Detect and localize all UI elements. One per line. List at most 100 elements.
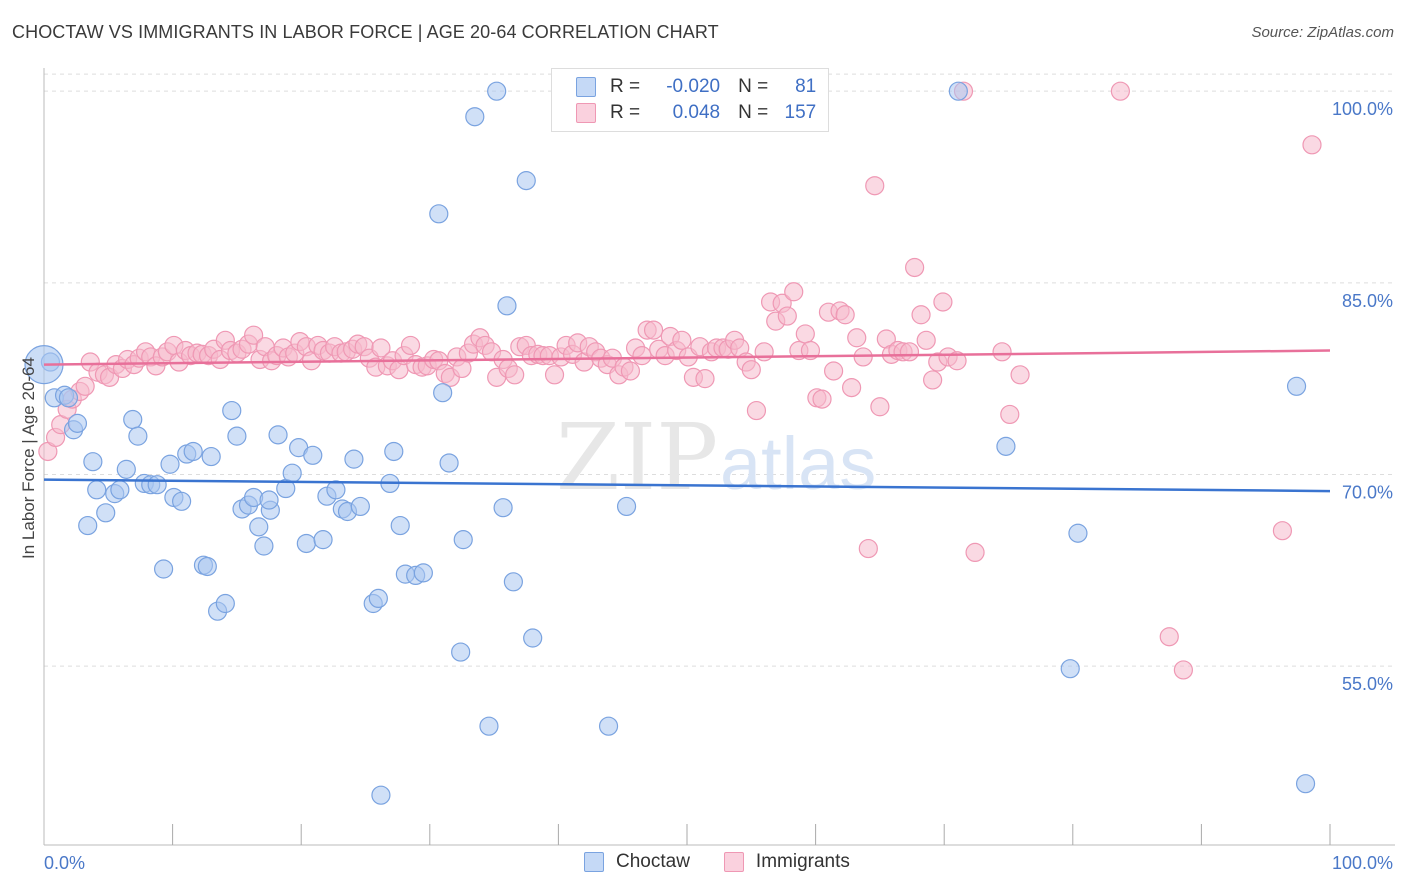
choctaw-point [110, 480, 130, 500]
immigrants-point [1110, 81, 1130, 101]
choctaw-point [147, 475, 167, 495]
immigrants-point [75, 376, 95, 396]
grid-lines [44, 73, 1395, 667]
immigrants-point [1302, 135, 1322, 155]
choctaw-point [313, 530, 333, 550]
choctaw-point [429, 204, 449, 224]
tick-labels: 100.0% 85.0% 70.0% 55.0% 0.0% 100.0% [44, 99, 1393, 873]
choctaw-point [497, 296, 517, 316]
legend-item-choctaw[interactable]: Choctaw [584, 851, 690, 873]
choctaw-point [503, 572, 523, 592]
immigrants-point [746, 400, 767, 421]
watermark: ZIP atlas [556, 404, 876, 511]
immigrants-point [842, 377, 862, 398]
choctaw-point [78, 515, 98, 536]
immigrants-point [1159, 627, 1179, 647]
choctaw-point [390, 515, 410, 536]
y-tick-label: 85.0% [1342, 291, 1393, 311]
immigrants-point [905, 257, 925, 278]
immigrants-point [400, 335, 421, 356]
immigrants-point [1010, 365, 1030, 385]
immigrants-swatch [576, 103, 596, 123]
choctaw-point [465, 107, 485, 127]
immigrants-point [695, 369, 715, 389]
watermark-zip: ZIP [556, 404, 718, 511]
immigrants-point [1000, 404, 1020, 425]
choctaw-point [948, 81, 968, 101]
immigrants-point [812, 389, 832, 409]
choctaw-point [268, 425, 288, 445]
immigrants-point [947, 351, 967, 371]
choctaw-point [598, 716, 619, 736]
immigrants-point [923, 370, 943, 390]
r-value: 0.048 [672, 102, 721, 123]
choctaw-point [413, 563, 433, 583]
r-label: R = [610, 76, 641, 97]
choctaw-points [24, 81, 1316, 805]
y-tick-label: 100.0% [1332, 99, 1393, 119]
choctaw-point [172, 491, 192, 511]
choctaw-legend-label: Choctaw [616, 851, 690, 872]
choctaw-point [996, 436, 1016, 456]
choctaw-point [222, 400, 242, 421]
immigrants-point [933, 292, 953, 312]
choctaw-point [344, 449, 364, 469]
immigrants-legend-label: Immigrants [755, 851, 850, 872]
immigrants-point [1173, 660, 1193, 680]
immigrants-point [847, 328, 867, 348]
immigrants-point [965, 542, 985, 563]
choctaw-point [439, 453, 459, 473]
choctaw-point [479, 716, 499, 736]
choctaw-point [83, 452, 103, 472]
immigrants-point [505, 365, 525, 385]
immigrants-point [899, 342, 920, 362]
choctaw-point [303, 445, 323, 465]
immigrants-point [870, 397, 890, 417]
choctaw-point [128, 426, 148, 446]
immigrants-point [672, 330, 692, 350]
immigrants-point [824, 361, 844, 381]
x-tick-label: 100.0% [1332, 853, 1393, 873]
choctaw-point [493, 498, 513, 518]
choctaw-point [384, 441, 404, 462]
choctaw-point [183, 441, 203, 462]
choctaw-point [1068, 523, 1088, 543]
choctaw-point [67, 413, 88, 433]
choctaw-legend-swatch [584, 852, 604, 872]
immigrants-point [643, 320, 664, 340]
choctaw-point [1295, 774, 1316, 794]
immigrants-point [632, 346, 652, 366]
choctaw-point [153, 559, 174, 579]
choctaw-point [160, 454, 180, 474]
legend-item-immigrants[interactable]: Immigrants [723, 851, 850, 873]
choctaw-point [254, 536, 274, 556]
immigrants-trend-line [43, 349, 1331, 366]
choctaw-point [201, 446, 221, 467]
n-label: N = [738, 76, 769, 97]
choctaw-point [453, 530, 473, 550]
choctaw-point [197, 556, 217, 577]
x-tick-label: 0.0% [44, 853, 85, 873]
immigrants-point [992, 342, 1012, 362]
watermark-atlas: atlas [720, 422, 876, 505]
immigrants-point [1272, 521, 1293, 541]
immigrants-point [795, 324, 815, 344]
r-label: R = [610, 102, 641, 123]
choctaw-point [433, 383, 453, 403]
choctaw-point [326, 480, 346, 500]
immigrants-points [38, 81, 1322, 680]
immigrants-point [371, 338, 391, 358]
choctaw-point [1060, 659, 1080, 679]
choctaw-point [249, 517, 269, 537]
chart-title: CHOCTAW VS IMMIGRANTS IN LABOR FORCE | A… [12, 22, 719, 42]
y-axis-label: In Labor Force | Age 20-64 [19, 357, 38, 559]
choctaw-point [116, 459, 136, 479]
series-legend: Choctaw Immigrants [584, 851, 884, 873]
immigrants-point [835, 305, 855, 325]
n-label: N = [738, 102, 769, 123]
choctaw-trend-line [43, 478, 1331, 493]
choctaw-point [350, 496, 370, 517]
r-value: -0.020 [666, 76, 721, 97]
choctaw-point [296, 533, 316, 554]
